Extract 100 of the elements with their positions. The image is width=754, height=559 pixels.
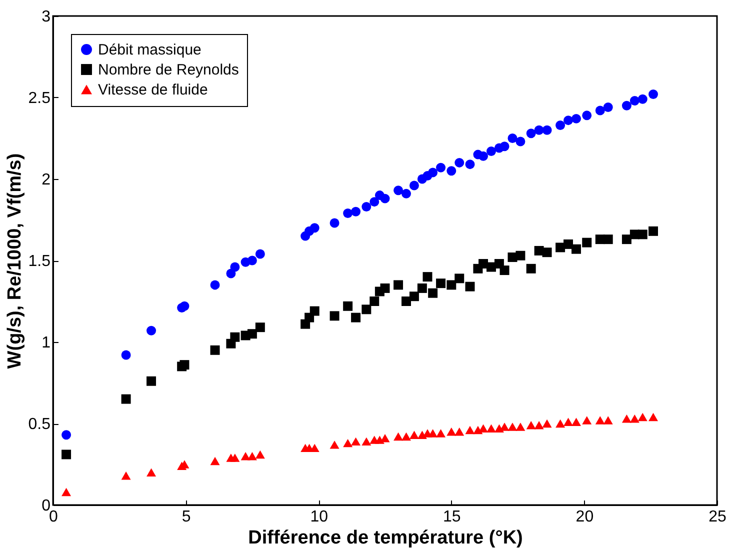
point <box>210 456 220 466</box>
x-tick-label: 5 <box>182 508 191 526</box>
point <box>180 301 190 311</box>
point <box>526 264 536 274</box>
legend-label: Nombre de Reynolds <box>98 62 239 78</box>
point <box>564 239 574 249</box>
y-tick-label: 0.5 <box>28 416 51 433</box>
x-tick-label: 20 <box>576 508 594 526</box>
point <box>534 125 544 135</box>
point <box>255 322 265 332</box>
point <box>571 244 581 254</box>
point <box>380 194 390 204</box>
x-tick-label: 15 <box>443 508 461 526</box>
point <box>380 283 390 293</box>
point <box>428 168 438 178</box>
point <box>446 166 456 176</box>
point <box>465 160 475 170</box>
legend-label: Vitesse de fluide <box>98 82 208 98</box>
point <box>478 424 488 432</box>
point <box>230 454 240 462</box>
legend-label: Débit massique <box>98 42 202 58</box>
point <box>62 450 72 460</box>
point <box>146 376 156 386</box>
point <box>362 437 372 446</box>
point <box>630 414 640 423</box>
point <box>394 186 404 196</box>
point <box>394 432 404 441</box>
point <box>638 94 648 104</box>
point <box>582 238 592 248</box>
point <box>230 262 240 272</box>
point <box>603 234 613 244</box>
point <box>478 151 488 161</box>
point <box>310 306 320 316</box>
point <box>362 202 372 212</box>
point <box>603 102 613 112</box>
point <box>180 360 190 370</box>
point <box>516 136 526 146</box>
point <box>564 116 574 126</box>
point <box>556 120 566 130</box>
point <box>648 90 658 99</box>
point <box>648 226 658 236</box>
point <box>542 248 552 258</box>
point <box>486 262 496 272</box>
point <box>648 412 658 422</box>
point <box>436 278 446 288</box>
point <box>582 110 592 120</box>
point <box>622 414 632 423</box>
point <box>409 292 419 302</box>
point <box>508 134 518 143</box>
point <box>454 158 464 168</box>
point <box>638 412 648 422</box>
point <box>478 259 488 269</box>
y-tick-label: 3 <box>42 8 51 26</box>
point <box>454 428 464 436</box>
point <box>247 329 257 339</box>
point <box>255 450 265 459</box>
point <box>564 418 574 426</box>
point <box>210 345 220 355</box>
point <box>409 180 419 190</box>
point <box>622 234 632 244</box>
y-tick-label: 2.5 <box>28 90 51 107</box>
point <box>436 429 446 438</box>
x-axis-title: Différence de température (°K) <box>248 528 523 548</box>
point <box>370 197 380 207</box>
point <box>526 421 536 430</box>
point <box>402 188 411 198</box>
point <box>247 452 257 460</box>
point <box>542 125 552 135</box>
y-axis-title: W(g/s), Re/1000, Vf(m/s) <box>4 153 26 369</box>
point <box>446 428 456 436</box>
point <box>330 440 340 449</box>
point <box>526 128 536 138</box>
point <box>417 283 427 293</box>
point <box>351 437 361 446</box>
point <box>230 332 240 342</box>
x-tick-label: 10 <box>310 508 328 526</box>
point <box>486 146 496 156</box>
point <box>62 488 72 496</box>
point <box>255 249 265 259</box>
point <box>500 422 510 431</box>
point <box>582 416 592 424</box>
point <box>571 418 581 426</box>
point <box>638 230 648 240</box>
point <box>380 434 390 442</box>
y-tick-label: 1 <box>42 334 51 352</box>
point <box>343 301 353 311</box>
point <box>428 429 438 438</box>
point <box>330 311 340 321</box>
point <box>121 394 131 404</box>
point <box>146 326 156 336</box>
point <box>534 421 544 430</box>
point <box>362 304 372 314</box>
point <box>370 296 380 306</box>
point <box>310 223 320 233</box>
point <box>422 272 432 282</box>
y-tick-label: 1.5 <box>28 253 51 270</box>
point <box>595 416 605 424</box>
point <box>146 468 156 477</box>
point <box>210 280 220 290</box>
x-tick-label: 25 <box>708 508 726 526</box>
